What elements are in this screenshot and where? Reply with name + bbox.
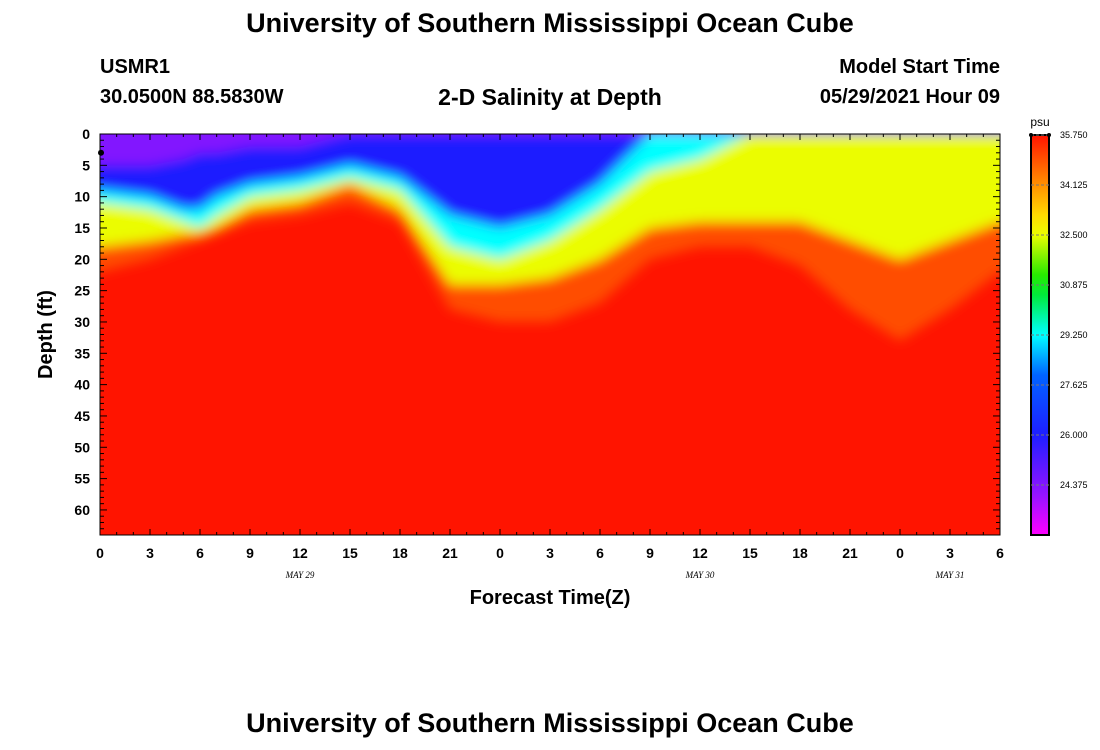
colorbar-tick-label: 27.625 [1060, 380, 1088, 390]
x-tick-label: 18 [392, 545, 408, 561]
x-tick-label: 0 [896, 545, 904, 561]
footer-title: University of Southern Mississippi Ocean… [246, 708, 854, 738]
model-start-label: Model Start Time [839, 56, 1000, 78]
colorbar-tick-label: 29.250 [1060, 330, 1088, 340]
x-tick-label: 0 [496, 545, 504, 561]
y-tick-label: 20 [74, 251, 90, 267]
colorbar-corner-dot [1029, 133, 1033, 137]
model-start-value: 05/29/2021 Hour 09 [819, 86, 1000, 108]
x-tick-label: 18 [792, 545, 808, 561]
y-tick-label: 40 [74, 377, 90, 393]
x-tick-label: 21 [442, 545, 458, 561]
x-tick-label: 15 [342, 545, 358, 561]
x-tick-label: 6 [196, 545, 204, 561]
x-tick-label: 0 [96, 545, 104, 561]
y-tick-label: 60 [74, 502, 90, 518]
y-tick-label: 45 [74, 408, 90, 424]
chart-subtitle: 2-D Salinity at Depth [438, 84, 662, 110]
x-tick-label: 3 [946, 545, 954, 561]
x-tick-label: 9 [246, 545, 254, 561]
y-tick-label: 35 [74, 345, 90, 361]
colorbar-tick-label: 26.000 [1060, 430, 1088, 440]
x-tick-label: 15 [742, 545, 758, 561]
y-tick-label: 15 [74, 220, 90, 236]
x-tick-label: 9 [646, 545, 654, 561]
date-label: MAY 31 [935, 570, 965, 580]
date-label: MAY 29 [285, 570, 315, 580]
x-tick-label: 3 [546, 545, 554, 561]
colorbar-tick-label: 35.750 [1060, 130, 1088, 140]
station-coordinates: 30.0500N 88.5830W [100, 86, 284, 108]
x-tick-label: 12 [292, 545, 308, 561]
salinity-layer-26 [100, 134, 1000, 228]
page-title: University of Southern Mississippi Ocean… [246, 8, 854, 38]
y-tick-label: 25 [74, 283, 90, 299]
x-tick-label: 12 [692, 545, 708, 561]
colorbar-unit-label: psu [1030, 115, 1049, 129]
station-id: USMR1 [100, 56, 171, 78]
salinity-layers [100, 134, 1000, 341]
plot-area [100, 134, 1000, 535]
x-tick-label: 3 [146, 545, 154, 561]
x-tick-label: 21 [842, 545, 858, 561]
colorbar-tick-label: 24.375 [1060, 480, 1088, 490]
start-marker-dot [98, 149, 104, 156]
y-tick-label: 5 [82, 157, 90, 173]
date-label: MAY 30 [685, 570, 715, 580]
y-tick-label: 30 [74, 314, 90, 330]
colorbar-tick-label: 30.875 [1060, 280, 1088, 290]
y-tick-label: 0 [82, 126, 90, 142]
x-tick-label: 6 [996, 545, 1004, 561]
salinity-layer-24-375 [100, 134, 1000, 166]
y-axis-title: Depth (ft) [35, 290, 57, 379]
colorbar-tick-label: 34.125 [1060, 180, 1088, 190]
y-tick-label: 50 [74, 439, 90, 455]
colorbar-tick-label: 32.500 [1060, 230, 1088, 240]
colorbar: 35.750 34.125 32.500 30.875 29.250 27.625 26.0… [1029, 115, 1088, 536]
y-tick-label: 10 [74, 189, 90, 205]
y-tick-label: 55 [74, 471, 90, 487]
x-axis-title: Forecast Time(Z) [470, 587, 631, 609]
colorbar-corner-dot [1047, 133, 1051, 137]
x-tick-label: 6 [596, 545, 604, 561]
